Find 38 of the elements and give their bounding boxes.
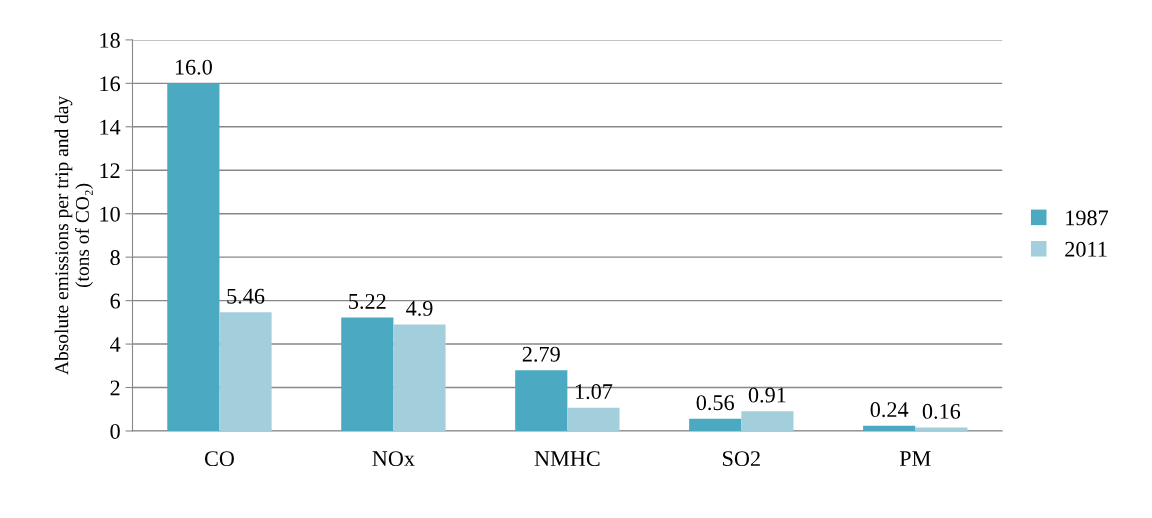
y-tick-label: 14 — [100, 119, 121, 135]
bar — [567, 407, 620, 431]
y-tick-label: 10 — [100, 206, 120, 222]
bar — [915, 427, 968, 431]
bar — [393, 324, 446, 431]
data-label: 5.46 — [227, 288, 265, 304]
legend-label: 2011 — [1065, 241, 1107, 257]
bar — [167, 83, 220, 431]
y-tick-label: 16 — [100, 76, 121, 92]
bar — [515, 370, 568, 431]
y-tick-label: 6 — [110, 293, 121, 309]
y-tick-label: 8 — [110, 250, 120, 266]
data-label: 0.56 — [696, 395, 734, 411]
data-label: 0.91 — [748, 387, 786, 403]
data-label: 1.07 — [575, 384, 613, 400]
x-tick-label: PM — [899, 451, 931, 466]
y-axis-title: Absolute emissions per trip and day (tons of CO₂) — [54, 95, 93, 375]
x-tick-label: SO2 — [723, 451, 760, 467]
y-tick-label: 4 — [110, 337, 121, 352]
y-tick-label: 0 — [110, 423, 120, 439]
y-tick-label: 2 — [110, 380, 120, 396]
y-tick-label: 12 — [100, 163, 120, 178]
data-label: 16.0 — [175, 59, 212, 75]
data-label: 4.9 — [406, 300, 433, 316]
bar — [863, 425, 916, 431]
data-label: 0.24 — [870, 402, 909, 418]
bar — [689, 418, 742, 431]
x-tick-label: CO — [204, 451, 234, 467]
y-tick-label: 18 — [100, 32, 120, 48]
data-label: 0.16 — [922, 403, 961, 419]
legend-label: 1987 — [1066, 210, 1109, 226]
data-label: 2.79 — [522, 346, 560, 362]
bar — [341, 317, 394, 431]
data-label: 5.22 — [349, 293, 386, 309]
x-tick-label: NMHC — [534, 451, 600, 467]
x-tick-label: NOx — [372, 451, 415, 467]
bar — [219, 312, 272, 431]
bar — [741, 411, 794, 431]
